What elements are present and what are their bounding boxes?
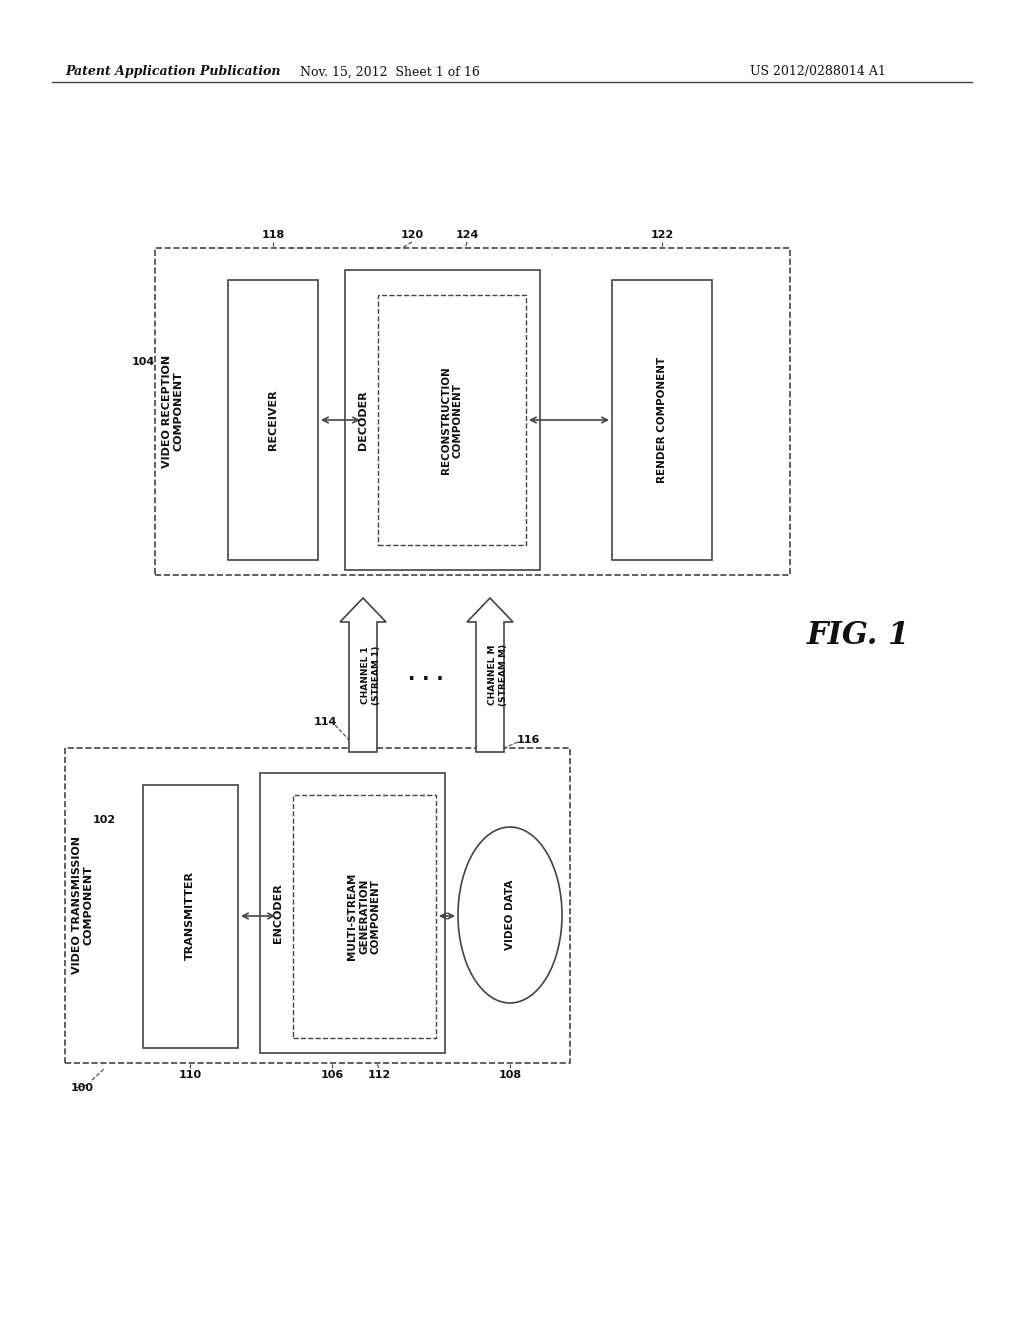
Text: 106: 106: [321, 1071, 344, 1080]
Text: 104: 104: [132, 356, 155, 367]
Text: VIDEO RECEPTION
COMPONENT: VIDEO RECEPTION COMPONENT: [162, 355, 183, 467]
Bar: [293, 795, 436, 1038]
Text: CHANNEL M
(STREAM M): CHANNEL M (STREAM M): [488, 644, 508, 706]
Bar: [260, 774, 445, 1053]
Bar: [143, 785, 238, 1048]
Text: RENDER COMPONENT: RENDER COMPONENT: [657, 356, 667, 483]
Text: 114: 114: [313, 717, 337, 727]
Text: TRANSMITTER: TRANSMITTER: [185, 871, 195, 961]
Text: 122: 122: [650, 230, 674, 240]
Bar: [228, 280, 318, 560]
Bar: [476, 622, 504, 752]
Text: VIDEO DATA: VIDEO DATA: [505, 880, 515, 950]
Text: US 2012/0288014 A1: US 2012/0288014 A1: [750, 66, 886, 78]
Polygon shape: [467, 598, 513, 752]
Bar: [345, 271, 540, 570]
Text: 100: 100: [71, 1082, 93, 1093]
Bar: [65, 748, 570, 1063]
Text: ENCODER: ENCODER: [273, 883, 283, 942]
Text: 118: 118: [261, 230, 285, 240]
Text: CHANNEL 1
(STREAM 1): CHANNEL 1 (STREAM 1): [361, 645, 381, 705]
Text: 112: 112: [368, 1071, 390, 1080]
Ellipse shape: [458, 828, 562, 1003]
Bar: [378, 294, 526, 545]
Text: DECODER: DECODER: [358, 391, 368, 450]
Text: 124: 124: [456, 230, 478, 240]
Text: Nov. 15, 2012  Sheet 1 of 16: Nov. 15, 2012 Sheet 1 of 16: [300, 66, 480, 78]
Text: Patent Application Publication: Patent Application Publication: [65, 66, 281, 78]
Text: RECONSTRUCTION
COMPONENT: RECONSTRUCTION COMPONENT: [441, 366, 463, 474]
Text: VIDEO TRANSMISSION
COMPONENT: VIDEO TRANSMISSION COMPONENT: [73, 836, 94, 974]
Text: 110: 110: [178, 1071, 202, 1080]
Bar: [349, 622, 377, 752]
Text: MULTI-STREAM
GENERATION
COMPONENT: MULTI-STREAM GENERATION COMPONENT: [347, 873, 381, 960]
Text: RECEIVER: RECEIVER: [268, 389, 278, 450]
Text: 116: 116: [516, 735, 540, 744]
Text: 108: 108: [499, 1071, 521, 1080]
Text: 102: 102: [93, 814, 116, 825]
Text: 120: 120: [400, 230, 424, 240]
Bar: [612, 280, 712, 560]
Text: . . .: . . .: [409, 665, 443, 685]
Polygon shape: [340, 598, 386, 752]
Bar: [155, 248, 790, 576]
Text: FIG. 1: FIG. 1: [806, 619, 909, 651]
